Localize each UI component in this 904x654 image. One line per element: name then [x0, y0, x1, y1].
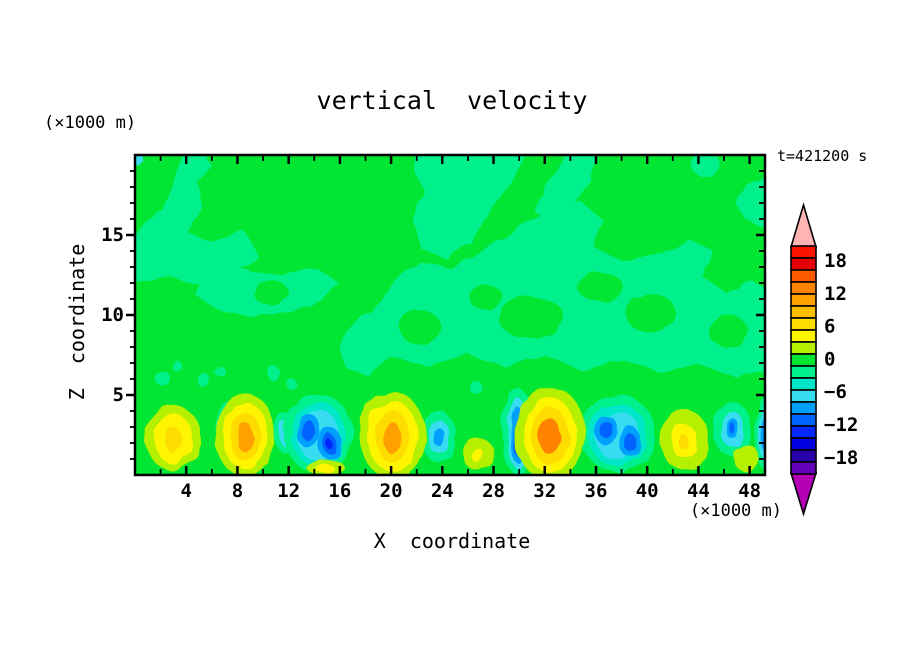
contour-blob	[679, 435, 689, 451]
x-tick-label: 36	[585, 480, 608, 502]
colorbar-cell	[790, 269, 817, 283]
colorbar-cell	[790, 341, 817, 355]
contour-blob	[728, 422, 735, 434]
contour-blob	[338, 201, 765, 378]
x-axis-unit-label: (×1000 m)	[689, 501, 782, 521]
contour-blob	[469, 284, 503, 311]
x-tick-label: 8	[232, 480, 243, 502]
colorbar-cell	[790, 437, 817, 451]
z-tick-label: 10	[101, 304, 124, 326]
colorbar-cell	[790, 305, 817, 319]
contour-blob	[268, 367, 281, 382]
z-tick-label: 15	[101, 224, 124, 246]
colorbar-cell	[790, 257, 817, 271]
x-tick-label: 40	[636, 480, 659, 502]
contour-blob	[326, 439, 333, 450]
colorbar-cell	[790, 329, 817, 343]
contour-blob	[316, 464, 335, 475]
colorbar-cell	[790, 293, 817, 307]
contour-blob	[759, 406, 765, 461]
contour-blob	[539, 418, 561, 455]
colorbar-cell	[790, 425, 817, 439]
x-tick-label: 12	[277, 480, 300, 502]
contour-blob	[165, 427, 182, 453]
x-axis-title: X coordinate	[373, 529, 531, 553]
plot-border	[133, 153, 767, 477]
x-tick-label: 16	[328, 480, 351, 502]
contour-blob	[383, 422, 402, 455]
colorbar-label: −12	[824, 414, 858, 436]
contour-blob	[135, 155, 145, 167]
x-tick-label: 28	[482, 480, 505, 502]
chart-title: vertical velocity	[316, 86, 588, 115]
colorbar-top-arrow	[789, 202, 818, 248]
contour-blob	[412, 155, 523, 259]
contour-blob	[708, 315, 748, 347]
contour-blob	[469, 380, 483, 394]
contour-blob	[135, 155, 260, 283]
contour-blob	[252, 281, 289, 304]
colorbar-cell	[790, 389, 817, 403]
axes	[126, 153, 767, 477]
contour-blob	[400, 310, 442, 346]
contour-blob	[300, 419, 315, 441]
z-axis-unit-label: (×1000 m)	[44, 113, 137, 133]
contour-blob	[576, 271, 623, 301]
x-tick-label: 32	[533, 480, 556, 502]
colorbar-cell	[790, 449, 817, 463]
contour-blob	[154, 369, 169, 386]
contour-blob	[498, 297, 566, 340]
x-tick-label: 44	[687, 480, 710, 502]
colorbar-cell	[790, 413, 817, 427]
colorbar-cell	[790, 281, 817, 295]
contour-blob	[599, 420, 613, 439]
contour-blob	[762, 418, 765, 452]
colorbar-cell	[790, 365, 817, 379]
contour-blob	[471, 448, 485, 463]
x-tick-label: 48	[738, 480, 761, 502]
contour-blob	[286, 378, 297, 390]
colorbar-label: 18	[824, 250, 847, 272]
colorbar: 18 12 6 0 −6 −12 −18	[789, 202, 858, 517]
contour-blob	[237, 422, 253, 453]
contour-blob	[625, 294, 677, 333]
colorbar-label: −6	[824, 381, 847, 403]
contour-blob	[732, 443, 759, 471]
contour-blob	[432, 427, 445, 447]
contour-blob	[735, 178, 765, 229]
colorbar-label: 6	[824, 316, 835, 338]
contour-blob	[214, 365, 225, 377]
colorbar-cell	[790, 401, 817, 415]
colorbar-bottom-arrow	[789, 472, 818, 517]
x-tick-label: 20	[380, 480, 403, 502]
time-annotation: t=421200 s	[777, 147, 868, 165]
contour-blob	[172, 360, 183, 372]
z-tick-label: 5	[113, 384, 124, 406]
x-tick-label: 4	[180, 480, 191, 502]
colorbar-cell	[790, 317, 817, 331]
colorbar-cell	[790, 245, 817, 259]
colorbar-label: 12	[824, 283, 847, 305]
colorbar-cell	[790, 377, 817, 391]
colorbar-cell	[790, 353, 817, 367]
contour-blobs	[135, 155, 765, 475]
colorbar-label: −18	[824, 447, 858, 469]
contour-field	[135, 155, 765, 475]
contour-blob	[624, 434, 637, 452]
colorbar-label: 0	[824, 348, 835, 370]
contour-blob	[534, 155, 597, 223]
colorbar-cell	[790, 461, 817, 475]
contour-blob	[197, 373, 211, 388]
x-tick-label: 24	[431, 480, 454, 502]
